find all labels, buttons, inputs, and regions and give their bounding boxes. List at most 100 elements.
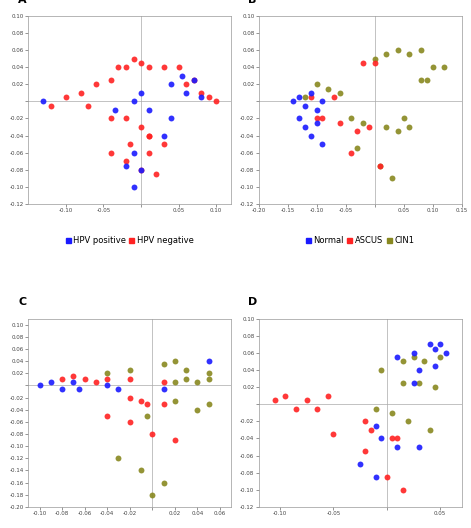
Text: A: A — [18, 0, 27, 5]
Point — [130, 97, 137, 106]
Point — [126, 140, 133, 148]
Point — [394, 434, 401, 442]
Point — [205, 400, 212, 408]
Point — [417, 46, 425, 54]
Point — [137, 89, 145, 97]
Point — [70, 378, 77, 386]
Point — [171, 378, 179, 386]
Point — [382, 123, 390, 131]
Point — [104, 381, 111, 390]
Point — [47, 101, 55, 110]
Point — [137, 166, 145, 174]
Point — [115, 454, 122, 463]
Point — [92, 80, 100, 89]
Point — [377, 162, 384, 170]
Legend: HPV positive, HPV negative: HPV positive, HPV negative — [65, 237, 194, 246]
Point — [194, 406, 201, 414]
Point — [212, 97, 220, 106]
Point — [318, 140, 326, 148]
Point — [410, 379, 417, 387]
Point — [205, 375, 212, 384]
Point — [415, 443, 422, 451]
Point — [431, 362, 439, 370]
Point — [437, 340, 444, 348]
Point — [307, 131, 315, 140]
Point — [75, 384, 83, 393]
Point — [137, 59, 145, 67]
Point — [301, 93, 309, 101]
Point — [377, 162, 384, 170]
Point — [137, 466, 145, 475]
Point — [130, 148, 137, 157]
Point — [190, 76, 197, 84]
Point — [47, 378, 55, 386]
Text: B: B — [248, 0, 257, 5]
Point — [167, 114, 175, 122]
Point — [190, 76, 197, 84]
Point — [318, 97, 326, 106]
Point — [160, 478, 167, 487]
Point — [62, 93, 70, 101]
Point — [353, 127, 361, 136]
Point — [421, 357, 428, 366]
Point — [415, 366, 422, 374]
Point — [313, 114, 320, 122]
Point — [295, 114, 303, 122]
Legend: Normal, ASCUS, CIN1: Normal, ASCUS, CIN1 — [306, 237, 414, 246]
Point — [394, 353, 401, 361]
Point — [367, 426, 374, 434]
Point — [104, 369, 111, 378]
Point — [126, 366, 133, 374]
Point — [122, 157, 130, 165]
Point — [36, 381, 43, 390]
Point — [126, 375, 133, 384]
Point — [160, 378, 167, 386]
Point — [160, 400, 167, 408]
Point — [167, 80, 175, 89]
Point — [104, 412, 111, 420]
Point — [171, 436, 179, 445]
Point — [429, 63, 436, 71]
Point — [383, 473, 390, 481]
Point — [382, 50, 390, 59]
Point — [410, 353, 417, 361]
Point — [415, 379, 422, 387]
Point — [182, 80, 190, 89]
Point — [145, 131, 152, 140]
Point — [122, 63, 130, 71]
Point — [378, 434, 385, 442]
Point — [325, 84, 332, 93]
Point — [143, 412, 150, 420]
Point — [426, 426, 433, 434]
Point — [115, 63, 122, 71]
Point — [389, 434, 396, 442]
Point — [85, 101, 92, 110]
Point — [40, 97, 47, 106]
Point — [122, 162, 130, 170]
Point — [442, 348, 449, 357]
Point — [107, 148, 115, 157]
Point — [182, 366, 190, 374]
Point — [336, 119, 343, 127]
Point — [417, 76, 425, 84]
Point — [301, 123, 309, 131]
Point — [314, 404, 321, 413]
Point — [318, 114, 326, 122]
Point — [194, 378, 201, 386]
Point — [373, 421, 380, 430]
Text: D: D — [248, 297, 258, 307]
Point — [92, 378, 100, 386]
Point — [282, 391, 289, 400]
Point — [126, 418, 133, 426]
Point — [405, 417, 412, 426]
Point — [107, 76, 115, 84]
Point — [365, 123, 373, 131]
Point — [197, 89, 205, 97]
Point — [330, 430, 337, 438]
Point — [440, 63, 448, 71]
Point — [160, 140, 167, 148]
Point — [145, 106, 152, 114]
Point — [431, 383, 439, 391]
Point — [437, 353, 444, 361]
Point — [115, 384, 122, 393]
